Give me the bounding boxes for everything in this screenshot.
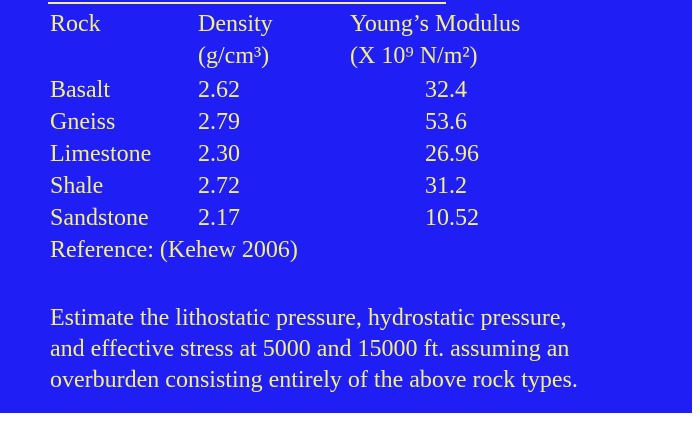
column-header: Rock bbox=[50, 11, 101, 37]
slide: Rock Density Young’s Modulus (g/cm³) (X 10⁹ … bbox=[0, 0, 692, 413]
question-line: Estimate the lithostatic pressure, hydro… bbox=[50, 305, 567, 331]
column-header: Young’s Modulus bbox=[350, 11, 521, 37]
table-cell: 2.79 bbox=[198, 109, 240, 135]
rock-name: Sandstone bbox=[50, 205, 149, 231]
column-header: Density bbox=[198, 11, 273, 37]
table-cell: 2.17 bbox=[198, 205, 240, 231]
unit-label: (X 10⁹ N/m²) bbox=[350, 43, 478, 69]
table-cell: 2.62 bbox=[198, 77, 240, 103]
table-cell: 31.2 bbox=[425, 173, 467, 199]
table-cell: 32.4 bbox=[425, 77, 467, 103]
rock-name: Gneiss bbox=[50, 109, 116, 135]
question-line: overburden consisting entirely of the ab… bbox=[50, 367, 578, 393]
table-cell: 10.52 bbox=[425, 205, 479, 231]
rock-name: Basalt bbox=[50, 77, 110, 103]
question-line: and effective stress at 5000 and 15000 f… bbox=[50, 336, 570, 362]
unit-label: (g/cm³) bbox=[198, 43, 270, 69]
rock-name: Shale bbox=[50, 173, 104, 199]
table-cell: 26.96 bbox=[425, 141, 479, 167]
header-rule bbox=[48, 2, 446, 4]
rock-name: Limestone bbox=[50, 141, 152, 167]
table-cell: 53.6 bbox=[425, 109, 467, 135]
table-cell: 2.30 bbox=[198, 141, 240, 167]
table-cell: 2.72 bbox=[198, 173, 240, 199]
reference: Reference: (Kehew 2006) bbox=[50, 237, 298, 263]
